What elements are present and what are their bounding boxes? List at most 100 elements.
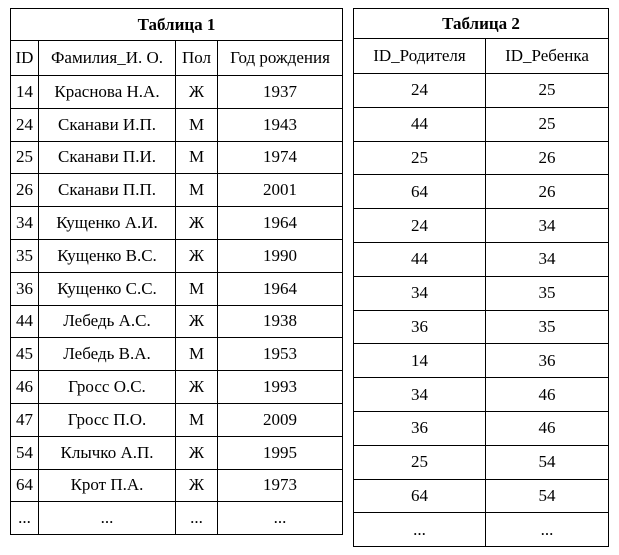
cell: Лебедь В.А. — [38, 337, 176, 372]
table-row: 14 36 — [353, 343, 609, 379]
cell: Клычко А.П. — [38, 435, 176, 470]
cell: Фамилия_И. О. — [38, 40, 176, 76]
cell: 36 — [353, 309, 486, 345]
cell: Год рождения — [217, 40, 343, 76]
cell: 2009 — [217, 402, 343, 437]
cell: М — [175, 173, 218, 208]
table-row: 36 Кущенко С.С. М 1964 — [10, 271, 343, 306]
cell: ID_Ребенка — [485, 38, 609, 74]
cell: 26 — [485, 174, 609, 210]
cell: 1974 — [217, 140, 343, 175]
cell: 25 — [485, 73, 609, 108]
cell: 1990 — [217, 238, 343, 273]
table-row: 45 Лебедь В.А. М 1953 — [10, 337, 343, 372]
cell: Краснова Н.А. — [38, 75, 176, 109]
cell: 26 — [10, 173, 39, 208]
table-row: 36 46 — [353, 410, 609, 446]
table-row: 25 54 — [353, 444, 609, 480]
cell: 44 — [353, 241, 486, 277]
table-2: Таблица 2 ID_Родителя ID_Ребенка 24 25 44 25 2… — [353, 8, 609, 548]
table-row: 35 Кущенко В.С. Ж 1990 — [10, 238, 343, 273]
cell: 54 — [485, 478, 609, 514]
cell: 26 — [485, 140, 609, 176]
cell: 46 — [485, 377, 609, 412]
cell: 64 — [353, 478, 486, 514]
cell: ID — [10, 40, 39, 76]
cell: ... — [10, 501, 39, 536]
cell: Ж — [175, 468, 218, 503]
table-row: 36 35 — [353, 309, 609, 345]
cell: 1964 — [217, 271, 343, 306]
cell: 44 — [353, 106, 486, 142]
cell: 1953 — [217, 337, 343, 372]
cell: 24 — [353, 73, 486, 108]
table-row: 24 25 — [353, 73, 609, 108]
cell: Сканави П.И. — [38, 140, 176, 175]
header-row: ID_Родителя ID_Ребенка — [353, 38, 609, 74]
table-row: 34 46 — [353, 377, 609, 412]
cell: 36 — [353, 410, 486, 446]
cell: 36 — [10, 271, 39, 306]
cell: 35 — [10, 238, 39, 273]
cell: Ж — [175, 435, 218, 470]
cell: 1938 — [217, 304, 343, 339]
cell: 46 — [10, 370, 39, 404]
cell: 44 — [10, 304, 39, 339]
cell: М — [175, 337, 218, 372]
cell: 64 — [353, 174, 486, 210]
cell: Пол — [175, 40, 218, 76]
table-row: 54 Клычко А.П. Ж 1995 — [10, 435, 343, 470]
cell: 1973 — [217, 468, 343, 503]
cell: 34 — [485, 241, 609, 277]
cell: Гросс П.О. — [38, 402, 176, 437]
cell: ... — [217, 501, 343, 536]
cell: М — [175, 107, 218, 142]
cell: Гросс О.С. — [38, 370, 176, 404]
cell: 54 — [485, 444, 609, 480]
table-row: 24 Сканави И.П. М 1943 — [10, 107, 343, 142]
cell: ... — [175, 501, 218, 536]
cell: Кущенко В.С. — [38, 238, 176, 273]
cell: Кущенко С.С. — [38, 271, 176, 306]
cell: 24 — [10, 107, 39, 142]
cell: 35 — [485, 309, 609, 345]
table-row: 64 54 — [353, 478, 609, 514]
cell: 24 — [353, 208, 486, 243]
cell: 25 — [353, 444, 486, 480]
table-row: ...... — [353, 512, 609, 548]
table-row: 24 34 — [353, 208, 609, 243]
table-row: 34 35 — [353, 275, 609, 311]
cell: 1993 — [217, 370, 343, 404]
cell: М — [175, 271, 218, 306]
cell: Ж — [175, 370, 218, 404]
cell: 1964 — [217, 206, 343, 240]
cell: 46 — [485, 410, 609, 446]
cell: 45 — [10, 337, 39, 372]
cell: 1995 — [217, 435, 343, 470]
cell: ... — [485, 512, 609, 548]
table-row: 44 34 — [353, 241, 609, 277]
cell: Ж — [175, 75, 218, 109]
cell: 2001 — [217, 173, 343, 208]
table-row: 25 Сканави П.И. М 1974 — [10, 140, 343, 175]
cell: 25 — [485, 106, 609, 142]
header-row: ID Фамилия_И. О. Пол Год рождения — [10, 40, 343, 76]
cell: Сканави И.П. — [38, 107, 176, 142]
cell: Лебедь А.С. — [38, 304, 176, 339]
cell: 35 — [485, 275, 609, 311]
cell: Ж — [175, 304, 218, 339]
table-row: 34 Кущенко А.И. Ж 1964 — [10, 206, 343, 240]
cell: М — [175, 402, 218, 437]
table-row: ............ — [10, 501, 343, 536]
table-row: 46 Гросс О.С. Ж 1993 — [10, 370, 343, 404]
cell: Крот П.А. — [38, 468, 176, 503]
table-1: Таблица 1 ID Фамилия_И. О. Пол Год рождения… — [10, 8, 343, 536]
cell: 64 — [10, 468, 39, 503]
cell: 14 — [353, 343, 486, 379]
cell: 1943 — [217, 107, 343, 142]
table-row: 14 Краснова Н.А. Ж 1937 — [10, 75, 343, 109]
table-row: 47 Гросс П.О. М 2009 — [10, 402, 343, 437]
cell: 34 — [485, 208, 609, 243]
cell: Сканави П.П. — [38, 173, 176, 208]
